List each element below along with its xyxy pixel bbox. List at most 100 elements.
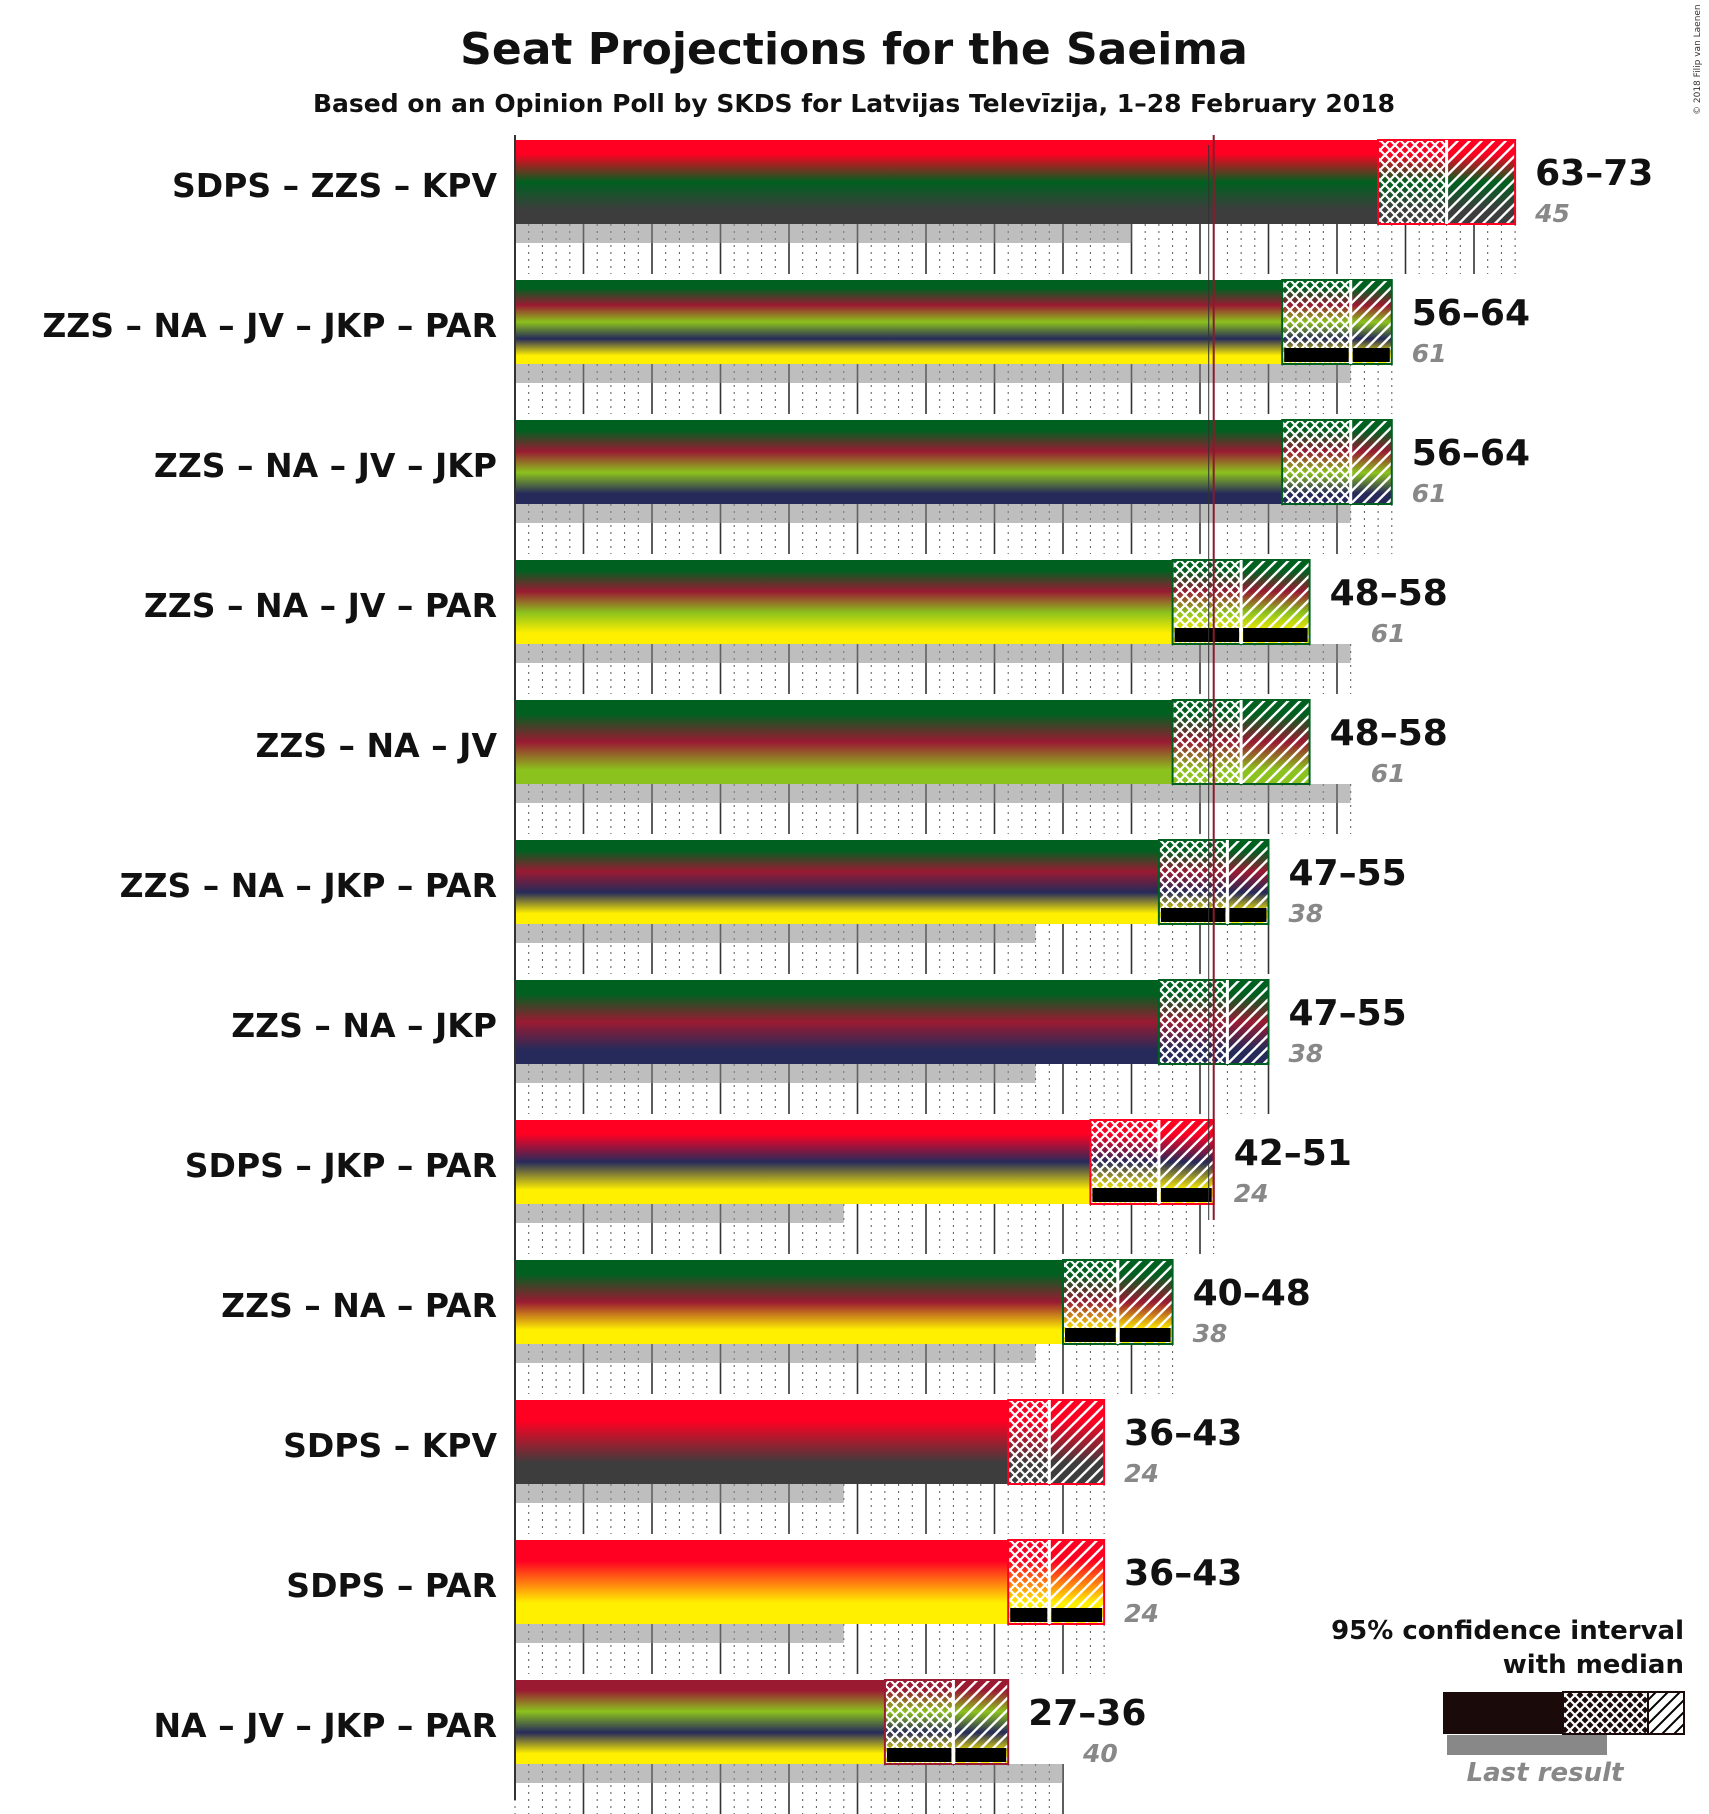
ci-dark-band-lower <box>1284 348 1349 362</box>
copyright-notice: © 2018 Filip van Laenen <box>1693 4 1703 115</box>
last-result-bar <box>515 1064 1036 1083</box>
last-result-bar <box>515 1624 844 1643</box>
coalition-row: SDPS – ZZS – KPV 63–73 45 <box>172 139 1653 274</box>
projection-bar <box>515 980 1159 1064</box>
range-label: 42–51 <box>1234 1133 1352 1174</box>
projection-bar <box>515 1540 1009 1624</box>
coalition-label: ZZS – NA – PAR <box>221 1286 497 1325</box>
last-result-label: 40 <box>1082 1739 1118 1768</box>
coalition-label: ZZS – NA – JV – JKP <box>154 446 497 485</box>
last-result-label: 61 <box>1412 339 1447 368</box>
legend-ci-crosshatch <box>1562 1691 1649 1735</box>
legend-title-line1: 95% confidence interval <box>1331 1616 1684 1646</box>
last-result-label: 61 <box>1371 619 1406 648</box>
legend-last-result-bar <box>1447 1735 1607 1755</box>
last-result-label: 45 <box>1534 199 1570 228</box>
projection-bar <box>515 1120 1091 1204</box>
last-result-bar <box>515 504 1351 523</box>
range-label: 56–64 <box>1412 433 1530 474</box>
range-label: 27–36 <box>1028 1693 1146 1734</box>
last-result-bar <box>515 1764 1063 1783</box>
ci-dark-band-lower <box>886 1748 952 1762</box>
legend-title-line2: with median <box>1503 1650 1684 1680</box>
range-label: 47–55 <box>1289 853 1407 894</box>
last-result-label: 61 <box>1371 759 1406 788</box>
last-result-bar <box>515 924 1036 943</box>
coalition-label: ZZS – NA – JKP <box>231 1006 497 1045</box>
coalition-row: ZZS – NA – JKP 47–55 38 <box>231 979 1407 1114</box>
last-result-bar <box>515 784 1351 803</box>
coalition-row: ZZS – NA – JV – JKP 56–64 61 <box>154 419 1530 554</box>
last-result-bar <box>515 1204 844 1223</box>
coalition-label: SDPS – JKP – PAR <box>185 1146 497 1185</box>
range-label: 63–73 <box>1535 153 1653 194</box>
ci-outline <box>1281 279 1393 365</box>
range-label: 40–48 <box>1193 1273 1311 1314</box>
ci-upper-hatch <box>1241 700 1310 784</box>
projection-bar <box>515 1400 1009 1484</box>
coalition-row: ZZS – NA – PAR 40–48 38 <box>221 1259 1311 1394</box>
coalition-label: ZZS – NA – JV – PAR <box>144 586 497 625</box>
ci-dark-band-lower <box>1065 1328 1116 1342</box>
coalition-label: ZZS – NA – JKP – PAR <box>120 866 497 905</box>
ci-dark-band-lower <box>1174 628 1240 642</box>
last-result-label: 61 <box>1412 479 1447 508</box>
last-result-bar <box>515 224 1132 243</box>
legend-ci-bar <box>1443 1692 1563 1734</box>
projection-bar <box>515 840 1159 924</box>
legend-ci-diagonal-hatch <box>1647 1691 1685 1735</box>
ci-outline <box>1281 419 1393 505</box>
coalition-row: NA – JV – JKP – PAR 27–36 40 <box>153 1679 1146 1814</box>
range-label: 56–64 <box>1412 293 1530 334</box>
projection-bar <box>515 560 1173 644</box>
ci-upper-hatch <box>1350 420 1392 504</box>
coalition-row: ZZS – NA – JV – PAR 48–58 61 <box>144 559 1448 694</box>
last-result-label: 38 <box>1289 1039 1324 1068</box>
coalition-row: SDPS – JKP – PAR 42–51 24 <box>185 1119 1352 1254</box>
last-result-bar <box>515 1484 844 1503</box>
ci-outline <box>1007 1539 1106 1625</box>
ci-outline <box>1007 1399 1106 1485</box>
ci-dark-band-lower <box>1092 1188 1157 1202</box>
ci-dark-band-lower <box>1010 1608 1048 1622</box>
range-label: 48–58 <box>1330 573 1448 614</box>
range-label: 36–43 <box>1124 1413 1242 1454</box>
ci-lower-crosshatch <box>1158 980 1228 1064</box>
coalition-row: ZZS – NA – JKP – PAR 47–55 38 <box>120 839 1407 974</box>
ci-dark-band-lower <box>1160 908 1226 922</box>
ci-upper-hatch <box>1446 140 1516 224</box>
ci-lower-crosshatch <box>1172 700 1242 784</box>
ci-dark-band-upper <box>1051 1608 1103 1622</box>
ci-outline <box>883 1679 1010 1765</box>
coalition-row: SDPS – PAR 36–43 24 <box>286 1539 1242 1674</box>
last-result-label: 24 <box>1124 1599 1159 1628</box>
projection-bar <box>515 700 1173 784</box>
last-result-label: 24 <box>1234 1179 1269 1208</box>
legend: 95% confidence interval with median Last… <box>1331 1616 1685 1788</box>
projection-bar <box>515 280 1283 364</box>
coalition-label: SDPS – KPV <box>283 1426 497 1465</box>
ci-dark-band-upper <box>1352 348 1390 362</box>
coalition-rows: SDPS – ZZS – KPV 63–73 45 ZZS – NA – JV – J… <box>42 135 1653 1814</box>
coalition-label: ZZS – NA – JV <box>255 726 497 765</box>
range-label: 36–43 <box>1124 1553 1242 1594</box>
coalition-row: SDPS – KPV 36–43 24 <box>283 1399 1242 1534</box>
coalition-label: NA – JV – JKP – PAR <box>153 1706 497 1745</box>
ci-dark-band-upper <box>1160 1188 1212 1202</box>
chart-title: Seat Projections for the Saeima <box>460 24 1248 75</box>
projection-bar <box>515 1260 1063 1344</box>
coalition-row: ZZS – NA – JV 48–58 61 <box>255 699 1448 834</box>
coalition-row: ZZS – NA – JV – JKP – PAR 56–64 61 <box>42 279 1530 414</box>
ci-lower-crosshatch <box>1008 1400 1050 1484</box>
ci-dark-band-upper <box>955 1748 1007 1762</box>
last-result-label: 38 <box>1289 899 1324 928</box>
projection-bar <box>515 420 1283 504</box>
last-result-bar <box>515 1344 1036 1363</box>
coalition-label: SDPS – PAR <box>286 1566 497 1605</box>
ci-dark-band-upper <box>1229 908 1267 922</box>
ci-lower-crosshatch <box>1282 420 1351 504</box>
ci-lower-crosshatch <box>1378 140 1447 224</box>
chart-subtitle: Based on an Opinion Poll by SKDS for Lat… <box>313 89 1395 118</box>
last-result-label: 38 <box>1193 1319 1228 1348</box>
